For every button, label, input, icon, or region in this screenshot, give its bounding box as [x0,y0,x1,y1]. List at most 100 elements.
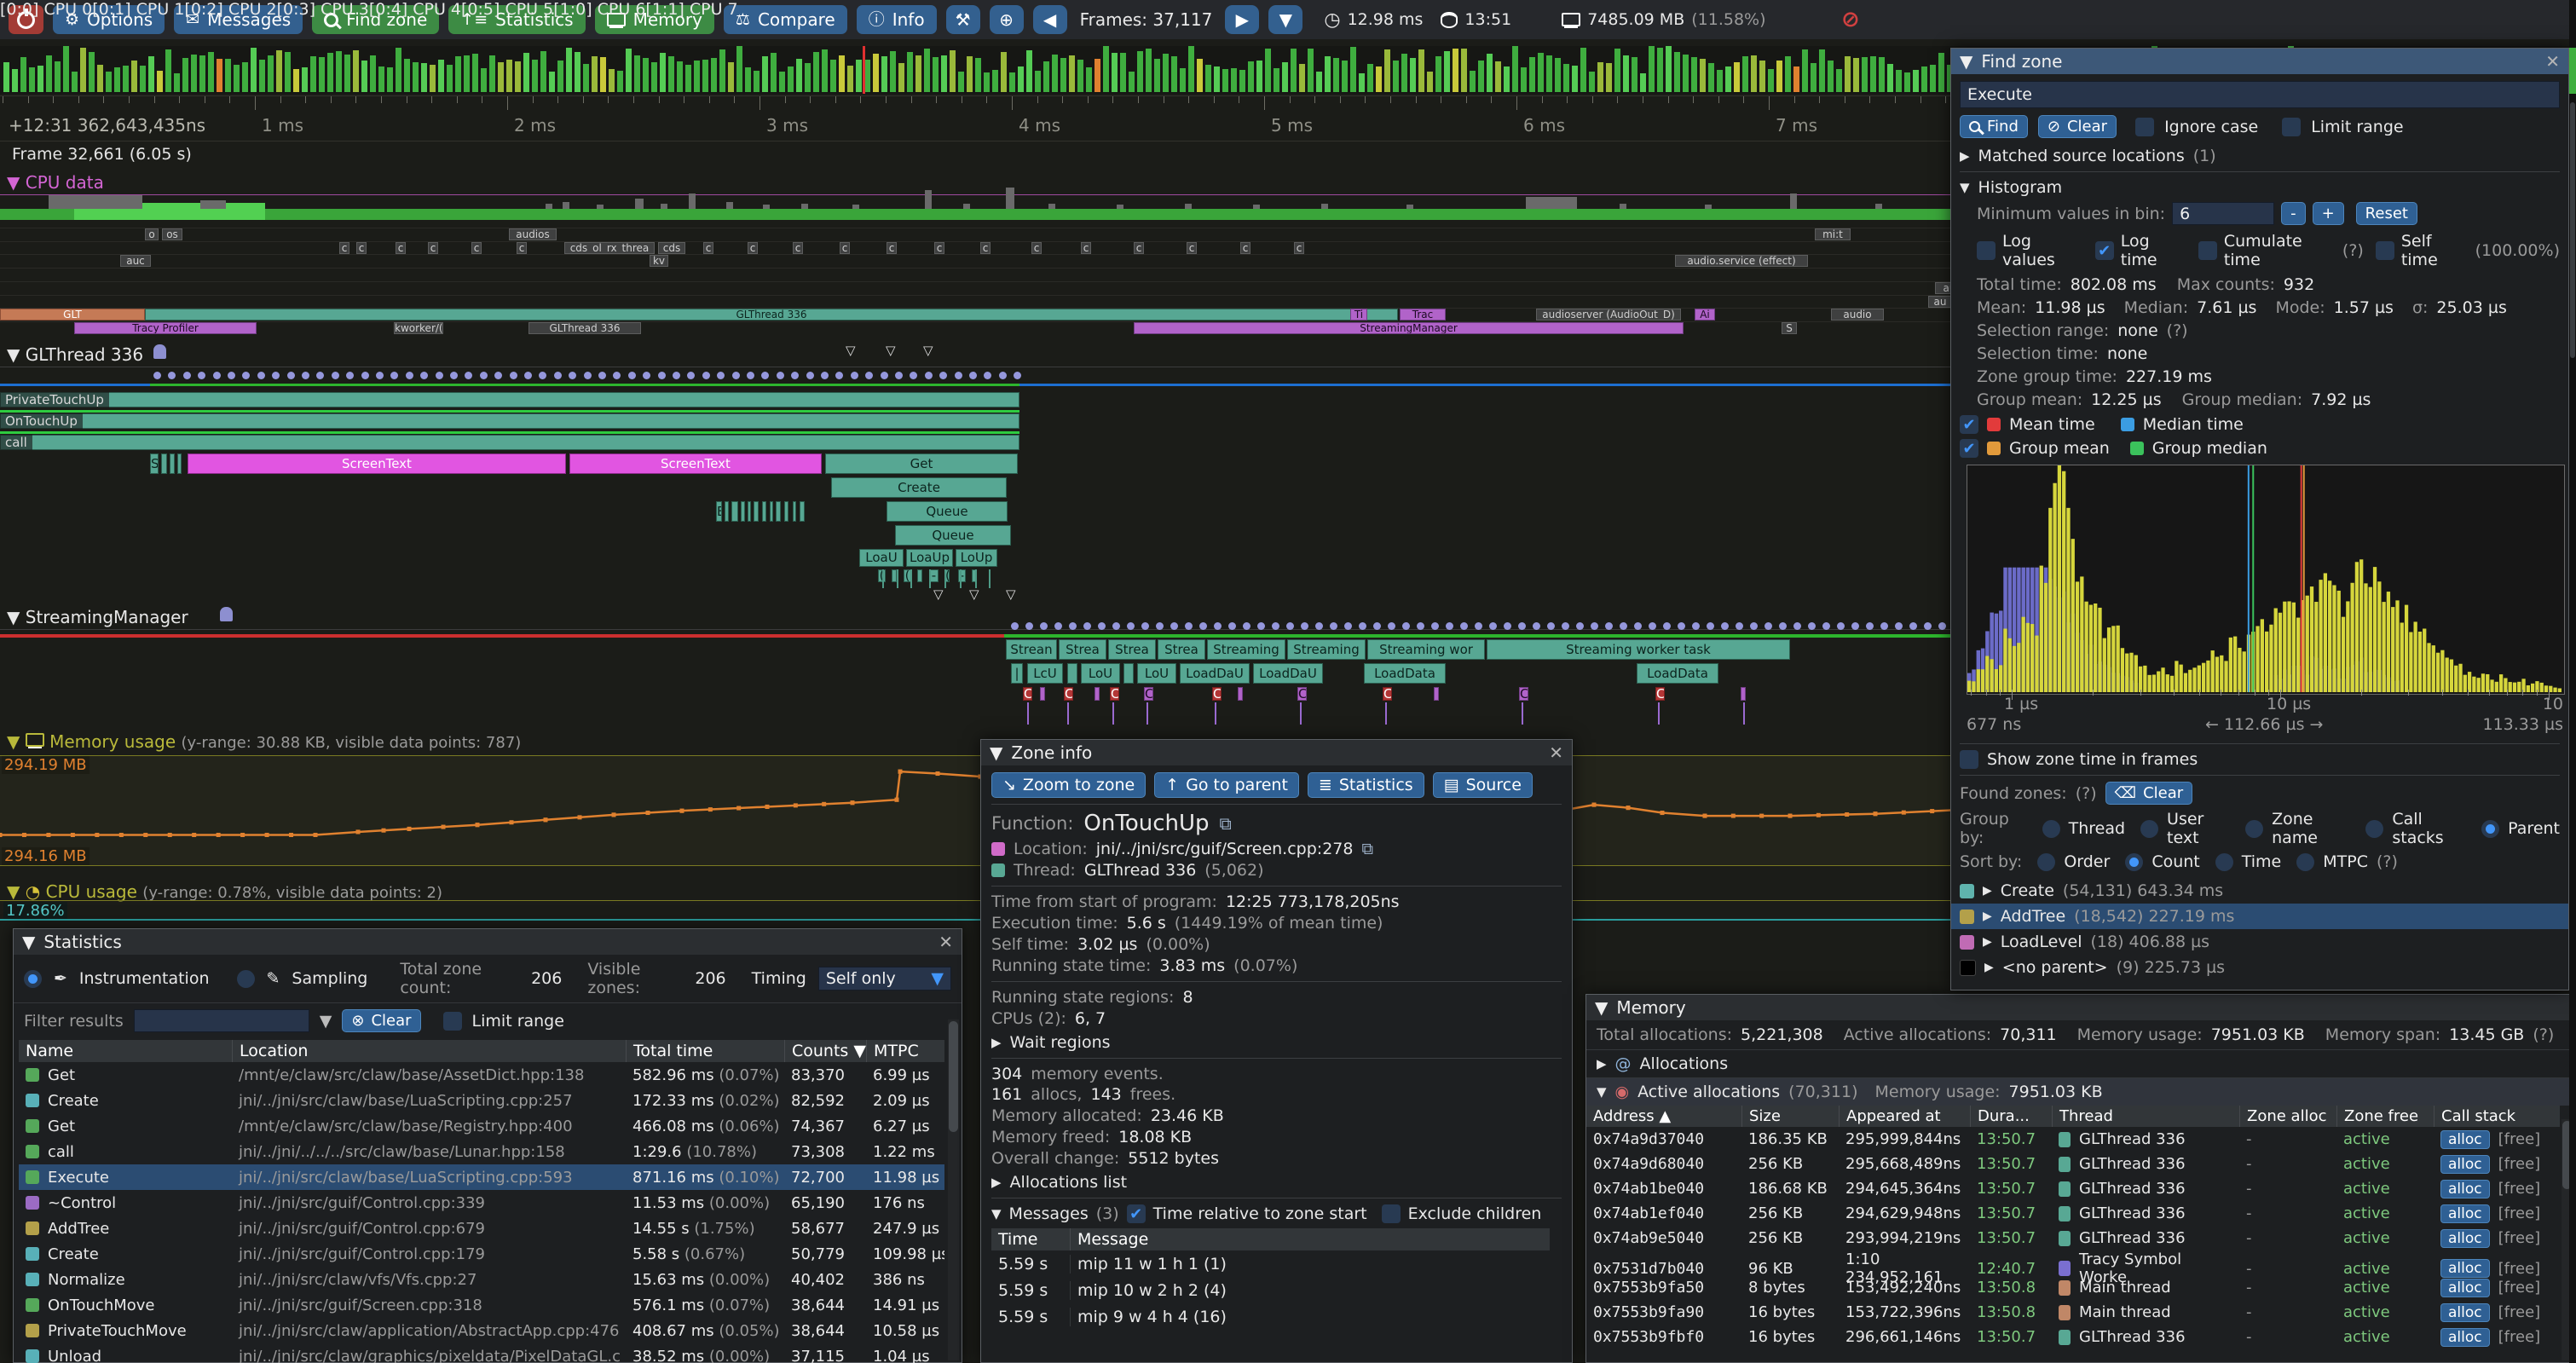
timeline-zone[interactable]: C [1383,687,1392,701]
found-zone-group[interactable]: ▶ <no parent> (9) 225.73 µs [1951,955,2568,980]
frame-bar[interactable] [55,61,61,92]
frame-bar[interactable] [1384,49,1390,92]
timeline-zone[interactable] [161,453,167,474]
frame-bar[interactable] [1785,56,1791,92]
histogram-expander[interactable]: ▼ Histogram [1960,178,2063,197]
sample-dot[interactable] [1315,622,1323,630]
frame-bar[interactable] [1572,66,1578,92]
frame-bar[interactable] [1299,64,1305,92]
timeline-zone[interactable]: S [150,453,159,474]
frame-bar[interactable] [506,60,512,92]
timeline-zone[interactable] [1123,663,1134,684]
find-zone-histogram[interactable] [1967,465,2565,695]
sample-dot[interactable] [777,372,784,379]
frame-bar[interactable] [1768,69,1774,92]
frame-bar[interactable] [1146,49,1152,92]
sort-by-radio-mtpc[interactable] [2296,852,2315,871]
frame-bar[interactable] [634,55,640,92]
frame-bar[interactable] [1043,61,1049,92]
frame-bar[interactable] [523,53,529,92]
sample-dot[interactable] [494,372,502,379]
frame-bar[interactable] [370,55,376,92]
cpu-zone[interactable]: cds_ol_rx_threa [564,241,655,254]
frame-bar[interactable] [788,66,794,92]
timeline-zone[interactable]: C [1519,687,1528,701]
sample-dot[interactable] [1620,622,1627,630]
message-row[interactable]: 5.59 s mip 9 w 4 h 4 (16) [991,1303,1550,1330]
frame-bar[interactable] [114,67,120,92]
frame-bar[interactable] [276,50,282,92]
limit-range-checkbox[interactable] [442,1011,462,1031]
allocation-row[interactable]: 0x74ab1be040 186.68 KB 294,645,364ns 13:50.… [1586,1176,2560,1201]
frame-bar[interactable] [771,53,777,92]
frame-bar[interactable] [489,55,495,92]
sample-dot[interactable] [1504,622,1511,630]
cpu-zone[interactable]: GLThread 336 [528,321,641,334]
frame-bar[interactable] [1896,70,1902,92]
frame-bar[interactable] [1555,58,1561,92]
marker-triangle-icon[interactable]: ▽ [1006,586,1016,602]
sample-dot[interactable] [584,372,592,379]
sample-dot[interactable] [510,372,517,379]
frame-bar[interactable] [217,59,222,92]
timeline-zone[interactable]: C [1655,687,1665,701]
matched-locations-expander[interactable]: ▶ Matched source locations (1) [1960,147,2216,165]
cpu-zone[interactable]: S [1782,321,1797,334]
frame-bar[interactable] [1035,71,1041,92]
frame-bar[interactable] [711,58,717,92]
timeline-zone[interactable] [762,501,766,522]
toolbar-button-memory[interactable]: Memory [594,5,714,34]
cpu-zone[interactable]: audio [1831,309,1884,321]
frame-bar[interactable] [1325,56,1331,92]
sample-dot[interactable] [1837,622,1845,630]
marker-triangle-icon[interactable]: ▽ [886,343,896,358]
timeline-zone[interactable] [1741,687,1746,701]
cpu-zone[interactable]: c [887,241,897,254]
alloc-callstack-button[interactable]: alloc [2440,1129,2490,1149]
message-row[interactable]: 5.59 s mip 11 w 1 h 1 (1) [991,1250,1550,1277]
sample-dot[interactable] [168,372,176,379]
collapse-icon[interactable]: ▼ [7,881,20,902]
frame-bar[interactable] [1657,48,1663,92]
sample-dot[interactable] [332,372,339,379]
expand-icon[interactable]: ▶ [1983,910,1992,923]
frame-bar[interactable] [1717,70,1723,92]
wait-regions-expander[interactable]: ▶ Wait regions [991,1033,1111,1052]
sample-dot[interactable] [939,372,947,379]
toolbar-button-find-zone[interactable]: Find zone [312,5,440,34]
filter-input[interactable] [133,1009,309,1032]
timeline-zone[interactable] [784,501,788,522]
frame-bar[interactable] [1546,55,1552,92]
glthread-section-header[interactable]: ▼ GLThread 336 [7,344,143,365]
frame-bar[interactable] [1129,72,1135,92]
frame-bar[interactable] [1623,55,1629,92]
sample-dot[interactable] [1924,622,1932,630]
sample-dot[interactable] [1866,622,1874,630]
found-zone-group[interactable]: ▶ Create (54,131) 643.34 ms [1951,878,2568,904]
frame-bar[interactable] [63,46,69,92]
frame-bar[interactable] [592,56,598,92]
instrumentation-radio[interactable] [24,969,42,988]
messages-expander[interactable]: ▼ [991,1206,1002,1222]
frame-bar[interactable] [1333,58,1339,92]
frame-bar[interactable] [532,60,538,92]
expand-icon[interactable]: ▶ [1983,884,1992,898]
column-header-location[interactable]: Location [232,1040,626,1062]
sample-dot[interactable] [153,372,161,379]
frame-bar[interactable] [464,55,470,92]
connection-lost-icon[interactable]: ⊘ [1841,7,1860,32]
frame-bar[interactable] [404,59,410,92]
memory-usage-section-header[interactable]: ▼ Memory usage (y-range: 30.88 KB, visib… [7,731,521,752]
frame-bar[interactable] [1853,58,1859,92]
alloc-callstack-button[interactable]: alloc [2440,1204,2490,1223]
close-icon[interactable]: ✕ [2545,51,2560,72]
cpu-zone[interactable]: c [1294,241,1304,254]
cpu-zone[interactable]: Trac [1400,309,1446,321]
frame-bar[interactable] [1725,66,1731,92]
sort-by-radio-time[interactable] [2215,852,2233,871]
frame-bar[interactable] [779,72,785,92]
sample-dot[interactable] [228,372,235,379]
frame-bar[interactable] [378,66,384,92]
sample-dot[interactable] [406,372,413,379]
table-row[interactable]: call jni/../jni/../../../src/claw/base/Lu… [19,1139,944,1164]
